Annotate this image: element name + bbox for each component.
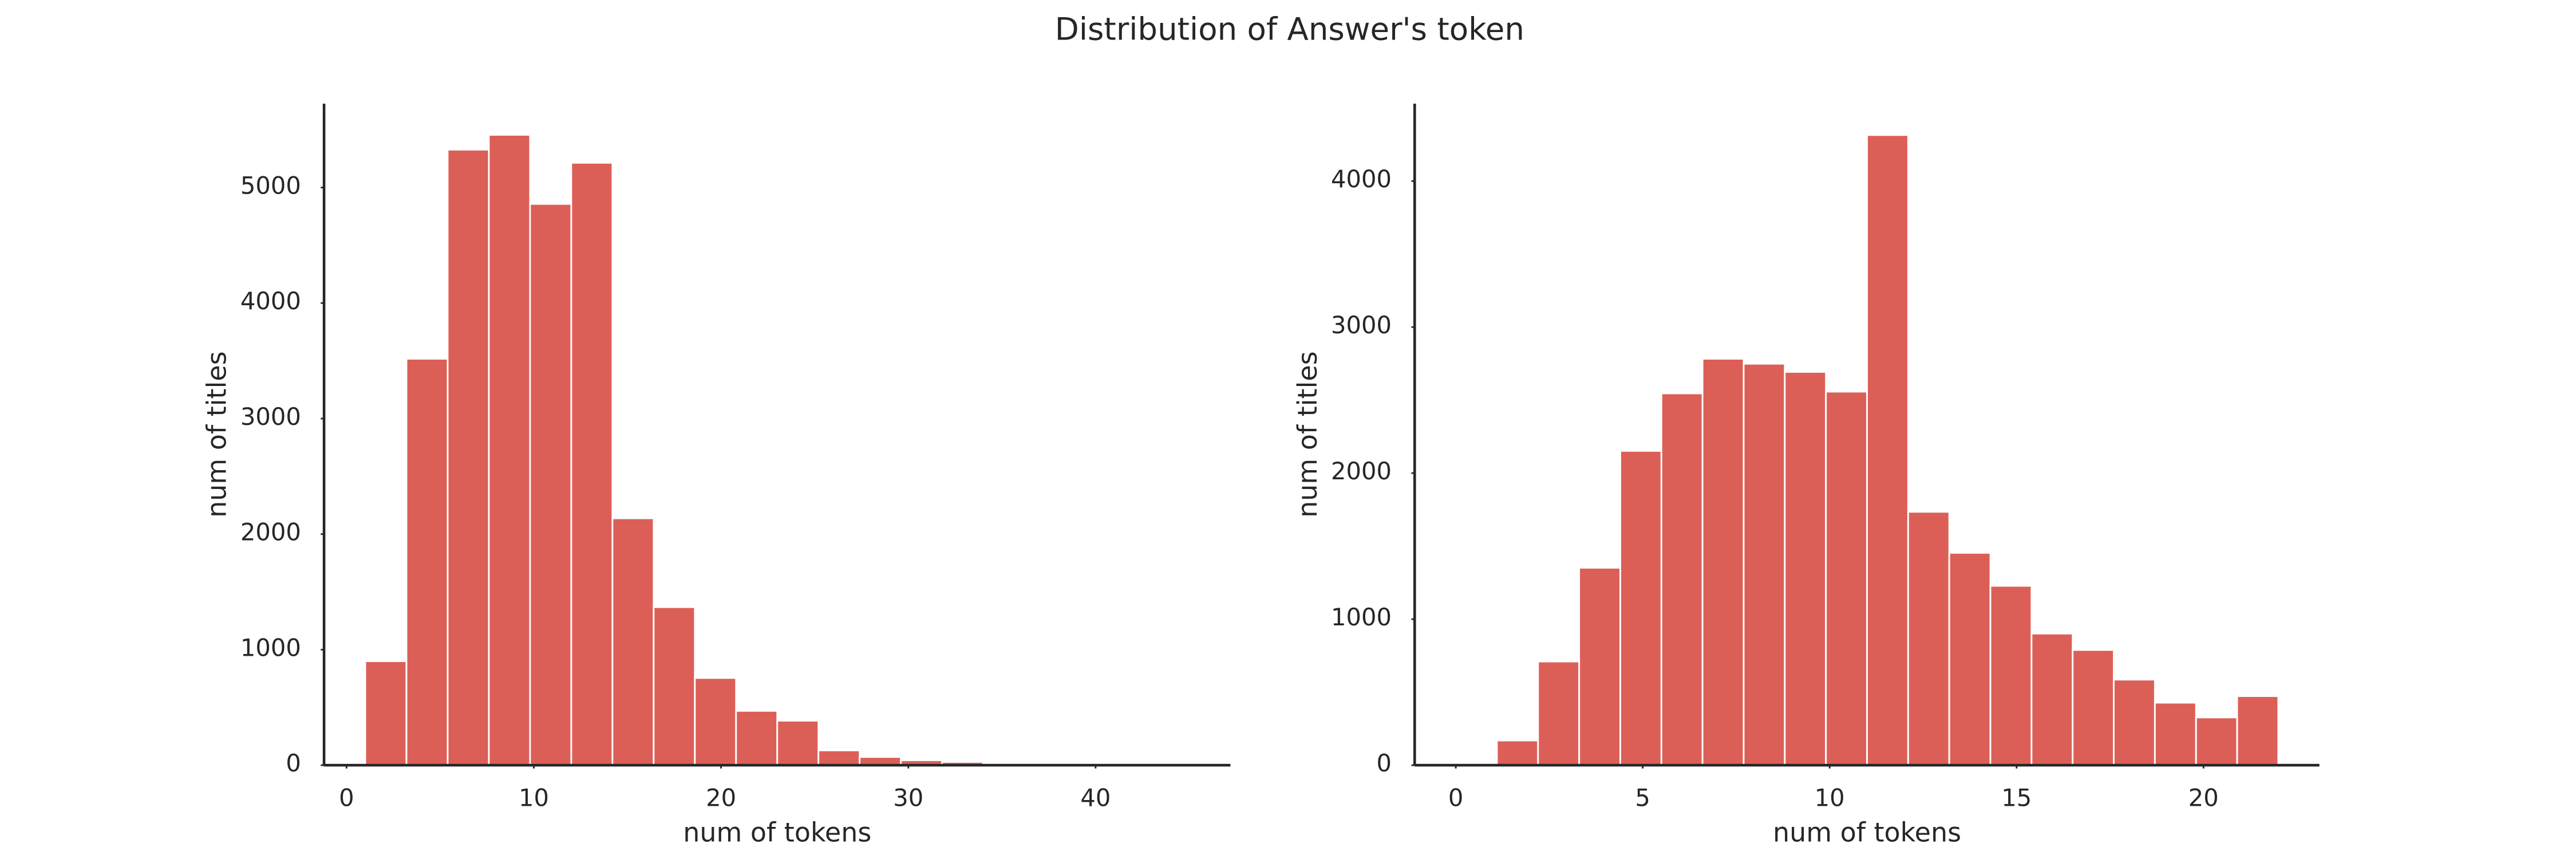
x-tick-label: 20: [2188, 784, 2219, 812]
subplot: 0 1000 2000 3000 4000 5000 0 10 20 30 40 num of tok…: [202, 104, 1231, 848]
y-tick-label: 2000: [240, 518, 301, 546]
bar: [2030, 633, 2074, 766]
x-axis-label: num of tokens: [683, 817, 871, 848]
bar: [653, 606, 696, 766]
bar: [1660, 392, 1704, 766]
y-tick-label: 4000: [240, 287, 301, 315]
bar: [1619, 450, 1662, 766]
y-tick-label: 0: [1377, 749, 1392, 777]
bar: [1537, 660, 1581, 766]
y-tick-label: 3000: [1331, 311, 1392, 339]
bar: [1578, 567, 1621, 766]
x-tick-label: 10: [519, 784, 549, 812]
y-tick-label: 3000: [240, 403, 301, 431]
y-tick-label: 1000: [1331, 603, 1392, 631]
x-tick-label: 0: [1448, 784, 1464, 812]
bar: [1701, 358, 1745, 766]
bar: [2195, 716, 2238, 766]
bar: [1743, 362, 1786, 766]
x-tick-label: 10: [1815, 784, 1845, 812]
figure-title: Distribution of Answer's token: [1055, 11, 1524, 48]
x-tick-label: 0: [339, 784, 354, 812]
bar: [1948, 551, 1992, 766]
bar: [2113, 679, 2156, 766]
y-axis-label: num of titles: [202, 351, 232, 517]
x-tick-label: 20: [706, 784, 736, 812]
bar: [694, 677, 737, 766]
y-tick-label: 4000: [1331, 165, 1392, 193]
y-tick-label: 2000: [1331, 457, 1392, 485]
bar: [570, 161, 614, 766]
y-tick-label: 0: [286, 749, 301, 777]
y-axis-label: num of titles: [1292, 351, 1323, 517]
x-tick-label: 15: [2001, 784, 2032, 812]
bar: [1866, 134, 1909, 766]
bar: [611, 517, 655, 766]
bar: [488, 134, 531, 766]
bar: [735, 710, 779, 766]
bar: [1496, 739, 1539, 766]
x-tick-label: 30: [893, 784, 923, 812]
x-axis-label: num of tokens: [1773, 817, 1961, 848]
bar: [1825, 391, 1868, 766]
x-tick-label: 5: [1635, 784, 1650, 812]
bar: [2072, 649, 2115, 766]
bar: [1907, 511, 1950, 766]
bar: [776, 720, 820, 766]
bar: [2154, 702, 2197, 766]
bar: [1784, 371, 1827, 766]
bar: [447, 148, 490, 766]
bar: [2236, 695, 2279, 766]
subplot: 0 1000 2000 3000 4000 0 5 10 15 20 num of tokens nu…: [1292, 104, 2320, 848]
bar: [364, 660, 408, 766]
bar: [405, 358, 449, 766]
bar: [529, 203, 572, 766]
x-tick-label: 40: [1080, 784, 1111, 812]
y-tick-label: 1000: [240, 633, 301, 661]
bar: [817, 749, 861, 766]
y-tick-label: 5000: [240, 171, 301, 199]
bar: [1989, 585, 2033, 766]
